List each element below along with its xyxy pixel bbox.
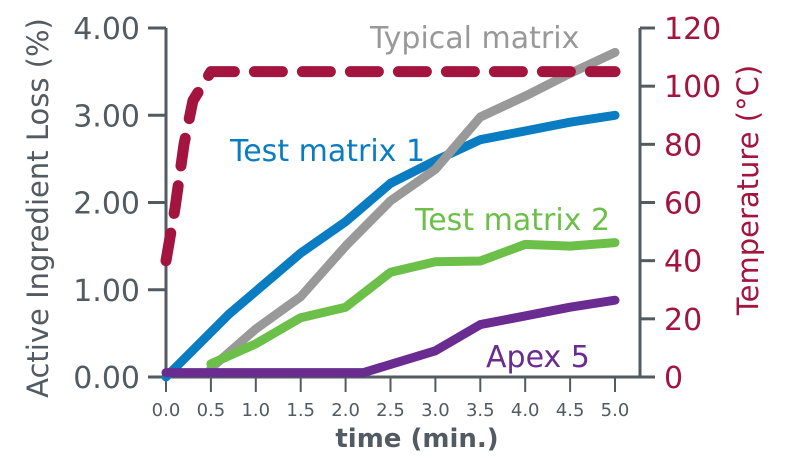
labels: Typical matrix Test matrix 1 Test matrix… — [21, 18, 765, 454]
left-tick-label: 2.00 — [73, 187, 140, 222]
left-tick-label: 3.00 — [73, 99, 140, 134]
right-tick-label: 20 — [664, 303, 702, 338]
annotation-apex-5: Apex 5 — [486, 340, 590, 375]
x-tick-label: 4.5 — [556, 400, 585, 421]
right-tick-label: 60 — [664, 187, 702, 222]
x-tick-label: 5.0 — [601, 400, 630, 421]
right-axis-label: Temperature (°C) — [731, 65, 765, 316]
right-tick-label: 120 — [664, 12, 721, 47]
left-tick-label: 1.00 — [73, 274, 140, 309]
right-tick-label: 40 — [664, 245, 702, 280]
annotation-test-matrix-1: Test matrix 1 — [229, 134, 425, 169]
right-tick-label: 0 — [664, 361, 683, 396]
x-tick-label: 2.5 — [376, 400, 405, 421]
x-tick-label: 0.0 — [152, 400, 181, 421]
ticks: 0.00 1.00 2.00 3.00 4.00 0 20 40 60 80 100 120 0.0 0.… — [73, 12, 721, 421]
right-tick-label: 100 — [664, 70, 721, 105]
series-line-typical-matrix — [206, 47, 620, 373]
annotation-typical-matrix: Typical matrix — [369, 21, 579, 56]
x-tick-label: 2.0 — [331, 400, 360, 421]
x-tick-label: 3.5 — [466, 400, 495, 421]
x-tick-label: 0.5 — [197, 400, 226, 421]
x-tick-label: 3.0 — [421, 400, 450, 421]
series-line-test-matrix-2 — [206, 238, 620, 369]
x-tick-label: 1.5 — [286, 400, 315, 421]
series-line-apex-5 — [161, 295, 620, 378]
left-tick-label: 4.00 — [73, 12, 140, 47]
right-tick-label: 80 — [664, 128, 702, 163]
left-axis-label: Active Ingredient Loss (%) — [21, 18, 55, 398]
series-line-temperature — [160, 66, 621, 267]
x-tick-label: 4.0 — [511, 400, 540, 421]
x-axis-label: time (min.) — [335, 424, 498, 454]
annotation-test-matrix-2: Test matrix 2 — [414, 203, 610, 238]
left-tick-label: 0.00 — [73, 361, 140, 396]
x-tick-label: 1.0 — [241, 400, 270, 421]
series-line-test-matrix-1 — [161, 110, 620, 382]
series-layer — [160, 47, 621, 382]
